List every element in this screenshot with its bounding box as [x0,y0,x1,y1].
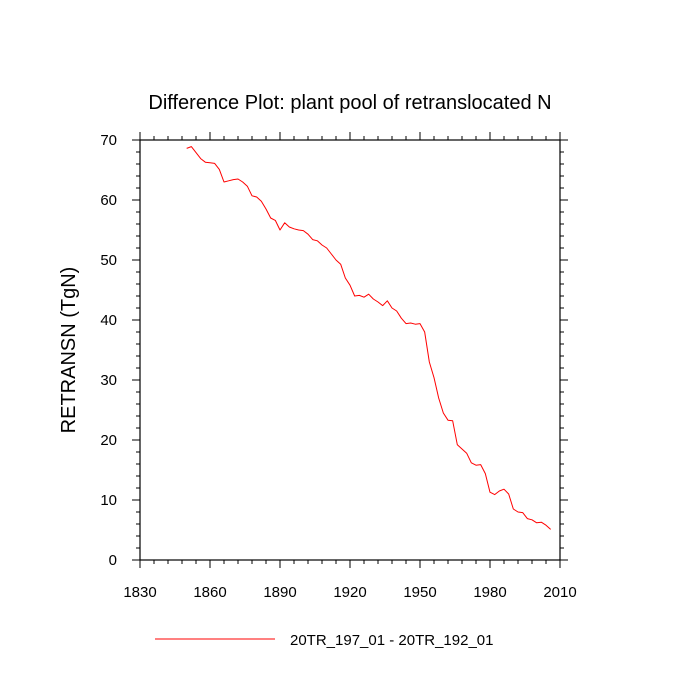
y-tick-label: 30 [100,372,117,389]
y-tick-label: 40 [100,312,117,329]
y-tick-label: 20 [100,432,117,449]
y-tick-label: 10 [100,492,117,509]
x-tick-label: 2010 [543,584,576,601]
x-tick-label: 1860 [193,584,226,601]
y-tick-label: 70 [100,132,117,149]
major-ticks [132,132,568,568]
minor-ticks [136,136,564,564]
series-line-0 [186,146,552,530]
x-tick-label: 1920 [333,584,366,601]
x-tick-labels: 1830 1860 1890 1920 1950 1980 2010 [123,584,576,601]
chart-title: Difference Plot: plant pool of retranslo… [148,92,551,114]
plot-frame [139,139,561,561]
y-tick-label: 0 [109,552,117,569]
series-layer [186,146,552,530]
x-tick-label: 1830 [123,584,156,601]
y-tick-labels: 0 10 20 30 40 50 60 70 [100,132,117,569]
y-axis-label: RETRANSN (TgN) [58,267,80,434]
x-tick-label: 1950 [403,584,436,601]
y-tick-label: 60 [100,192,117,209]
x-tick-label: 1980 [473,584,506,601]
y-tick-label: 50 [100,252,117,269]
x-tick-label: 1890 [263,584,296,601]
legend: 20TR_197_01 - 20TR_192_01 [155,632,493,649]
legend-label: 20TR_197_01 - 20TR_192_01 [290,632,493,649]
